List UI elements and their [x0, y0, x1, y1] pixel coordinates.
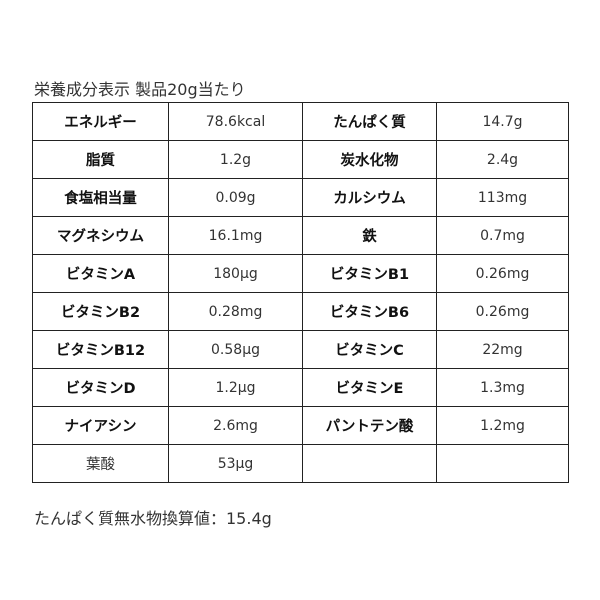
nutrient-value: 180μg	[168, 254, 303, 293]
nutrient-value: 78.6kcal	[168, 102, 303, 141]
table-row: 葉酸 53μg	[32, 444, 569, 483]
nutrient-value: 1.2μg	[168, 368, 303, 407]
nutrient-label: ビタミンB2	[32, 292, 169, 331]
nutrient-label: ビタミンB6	[302, 292, 437, 331]
nutrient-label: ビタミンB12	[32, 330, 169, 369]
nutrient-label	[302, 444, 437, 483]
nutrient-value: 1.2g	[168, 140, 303, 179]
nutrient-label: カルシウム	[302, 178, 437, 217]
nutrient-label: ビタミンD	[32, 368, 169, 407]
nutrient-value: 0.7mg	[436, 216, 569, 255]
nutrient-value: 1.3mg	[436, 368, 569, 407]
table-row: ビタミンD 1.2μg ビタミンE 1.3mg	[32, 368, 569, 407]
nutrient-value: 0.26mg	[436, 292, 569, 331]
table-row: 食塩相当量 0.09g カルシウム 113mg	[32, 178, 569, 217]
nutrient-value: 113mg	[436, 178, 569, 217]
table-row: ビタミンB2 0.28mg ビタミンB6 0.26mg	[32, 292, 569, 331]
nutrient-label: ビタミンB1	[302, 254, 437, 293]
nutrient-label: 炭水化物	[302, 140, 437, 179]
nutrient-label: ビタミンE	[302, 368, 437, 407]
nutrient-value: 53μg	[168, 444, 303, 483]
nutrient-value: 0.26mg	[436, 254, 569, 293]
nutrition-table: エネルギー 78.6kcal たんぱく質 14.7g 脂質 1.2g 炭水化物 2.4g 食塩相…	[32, 102, 569, 483]
nutrient-label: 鉄	[302, 216, 437, 255]
nutrient-label: ナイアシン	[32, 406, 169, 445]
table-row: ビタミンA 180μg ビタミンB1 0.26mg	[32, 254, 569, 293]
nutrient-value: 22mg	[436, 330, 569, 369]
nutrient-label: ビタミンC	[302, 330, 437, 369]
nutrient-value: 0.58μg	[168, 330, 303, 369]
nutrient-label: 食塩相当量	[32, 178, 169, 217]
nutrient-label: 脂質	[32, 140, 169, 179]
nutrient-label: マグネシウム	[32, 216, 169, 255]
table-row: ビタミンB12 0.58μg ビタミンC 22mg	[32, 330, 569, 369]
nutrient-value: 0.28mg	[168, 292, 303, 331]
table-row: ナイアシン 2.6mg パントテン酸 1.2mg	[32, 406, 569, 445]
nutrient-value: 16.1mg	[168, 216, 303, 255]
protein-anhydrous-note: たんぱく質無水物換算値：15.4g	[34, 509, 272, 528]
table-row: エネルギー 78.6kcal たんぱく質 14.7g	[32, 102, 569, 141]
nutrient-label: パントテン酸	[302, 406, 437, 445]
table-row: 脂質 1.2g 炭水化物 2.4g	[32, 140, 569, 179]
nutrient-value: 2.6mg	[168, 406, 303, 445]
nutrient-value: 1.2mg	[436, 406, 569, 445]
table-row: マグネシウム 16.1mg 鉄 0.7mg	[32, 216, 569, 255]
nutrient-value	[436, 444, 569, 483]
nutrient-value: 0.09g	[168, 178, 303, 217]
nutrient-value: 14.7g	[436, 102, 569, 141]
nutrient-label: 葉酸	[32, 444, 169, 483]
nutrition-title: 栄養成分表示 製品20g当たり	[34, 80, 246, 99]
nutrient-label: エネルギー	[32, 102, 169, 141]
nutrient-value: 2.4g	[436, 140, 569, 179]
nutrient-label: ビタミンA	[32, 254, 169, 293]
nutrient-label: たんぱく質	[302, 102, 437, 141]
